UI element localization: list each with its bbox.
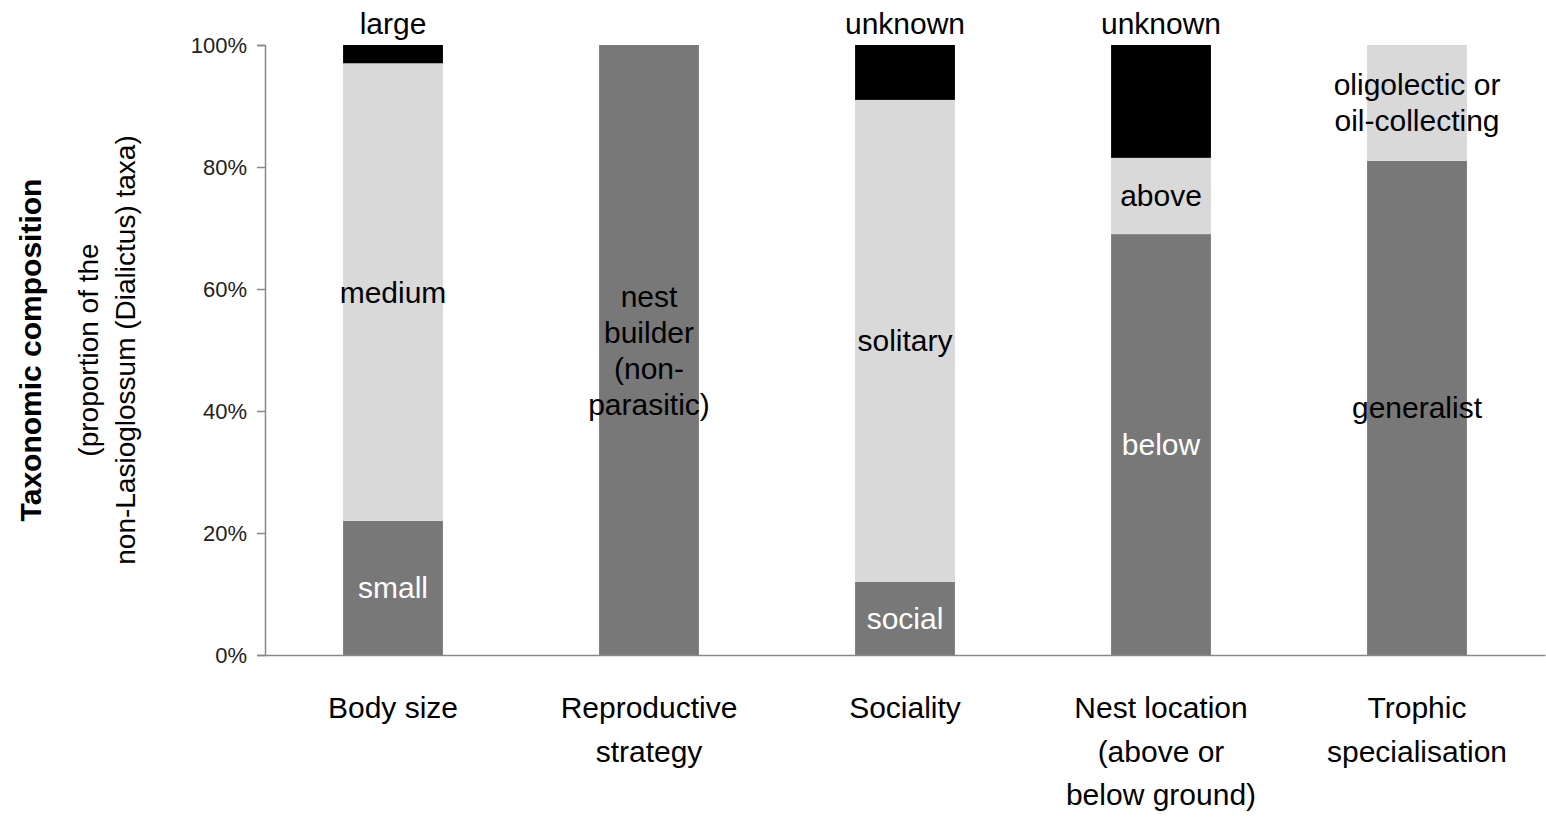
y-tick-mark (257, 533, 265, 535)
y-tick: 80% (203, 155, 265, 180)
segment-label: medium (340, 276, 447, 309)
segment-label: unknown (1101, 7, 1221, 40)
y-axis-title-line: (proportion of the (73, 243, 104, 456)
y-tick-label: 100% (191, 33, 247, 58)
segment-label-line: small (358, 571, 428, 604)
x-tick-label-line: strategy (596, 735, 703, 768)
x-axis-line (266, 655, 1546, 657)
x-tick-label: Nest location (above or below ground) (1066, 691, 1256, 811)
segment-label: below (1122, 428, 1201, 461)
bar-segment (855, 100, 955, 582)
y-tick-mark (257, 411, 265, 413)
y-tick: 40% (203, 399, 265, 424)
x-tick: Nest location (above or below ground) (1066, 655, 1256, 811)
x-tick-label: Body size (328, 691, 458, 724)
x-tick-label-line: (above or (1098, 735, 1225, 768)
x-tick-label-line: Sociality (849, 691, 961, 724)
bar-segment (855, 582, 955, 655)
y-tick-label: 60% (203, 277, 247, 302)
x-tick: Body size (328, 655, 458, 724)
bar-segment (1111, 158, 1211, 234)
segment-label-line: parasitic) (588, 388, 710, 421)
segment-label-line: below (1122, 428, 1201, 461)
segment-label-line: above (1120, 179, 1202, 212)
y-tick: 60% (203, 277, 265, 302)
y-axis-title: Taxonomic composition (proportion of then… (14, 135, 141, 565)
x-tick-label: Trophic specialisation (1327, 691, 1507, 768)
segment-label-line: social (867, 602, 944, 635)
x-tick: Trophic specialisation (1327, 655, 1507, 768)
y-tick-mark (257, 289, 265, 291)
x-tick-label-line: Trophic (1368, 691, 1467, 724)
segment-label-line: medium (340, 276, 447, 309)
x-tick-label-line: Nest location (1074, 691, 1247, 724)
bars (343, 45, 1467, 655)
bar-segment (1111, 45, 1211, 158)
bar-segment (343, 45, 443, 63)
segment-labels: small medium large nestbuilder(non-parasiti… (340, 7, 1501, 635)
y-tick-label: 40% (203, 399, 247, 424)
y-tick: 20% (203, 521, 265, 546)
bar-segment (855, 45, 955, 100)
bar-segment (1111, 234, 1211, 655)
segment-label: large (360, 7, 427, 40)
y-tick-label: 20% (203, 521, 247, 546)
segment-label-line: (non- (614, 352, 684, 385)
x-tick-label-line: Body size (328, 691, 458, 724)
y-tick: 0% (215, 643, 265, 668)
x-tick-label: Sociality (849, 691, 961, 724)
x-axis: Body size Reproductive strategy Sociality Ne… (266, 655, 1546, 811)
bar-segment (343, 521, 443, 655)
y-tick: 100% (191, 33, 265, 58)
x-tick-label-line: Reproductive (561, 691, 738, 724)
x-tick: Reproductive strategy (561, 655, 738, 768)
segment-label: oligolectic oroil-collecting (1334, 68, 1501, 137)
y-tick-label: 80% (203, 155, 247, 180)
x-tick: Sociality (849, 655, 961, 724)
bar-segment (1367, 45, 1467, 161)
bar-segment (599, 45, 699, 655)
x-tick-label-line: below ground) (1066, 778, 1256, 811)
y-tick-label: 0% (215, 643, 247, 668)
segment-label: solitary (857, 324, 952, 357)
segment-label-line: generalist (1352, 391, 1483, 424)
segment-label: nestbuilder(non-parasitic) (588, 280, 710, 421)
y-tick-mark (257, 655, 265, 657)
segment-label: generalist (1352, 391, 1483, 424)
segment-label-line: oil-collecting (1334, 104, 1499, 137)
y-axis-title-line: non-Lasioglossum (Dialictus) taxa) (110, 135, 141, 565)
chart: 0% 20% 40% 60% 80% 100% Body size Reproductive s… (0, 0, 1546, 825)
y-axis-line (257, 46, 266, 656)
y-axis: 0% 20% 40% 60% 80% 100% (191, 33, 266, 668)
y-tick-mark (257, 167, 265, 169)
y-tick-mark (257, 45, 265, 47)
segment-label-line: solitary (857, 324, 952, 357)
x-tick-label-line: specialisation (1327, 735, 1507, 768)
segment-label-line: oligolectic or (1334, 68, 1501, 101)
x-tick-label: Reproductive strategy (561, 691, 738, 768)
segment-label: unknown (845, 7, 965, 40)
segment-label: small (358, 571, 428, 604)
segment-label-line: nest (621, 280, 678, 313)
segment-label: above (1120, 179, 1202, 212)
y-axis-title-line: Taxonomic composition (14, 179, 47, 522)
segment-label-line: builder (604, 316, 694, 349)
segment-label: social (867, 602, 944, 635)
